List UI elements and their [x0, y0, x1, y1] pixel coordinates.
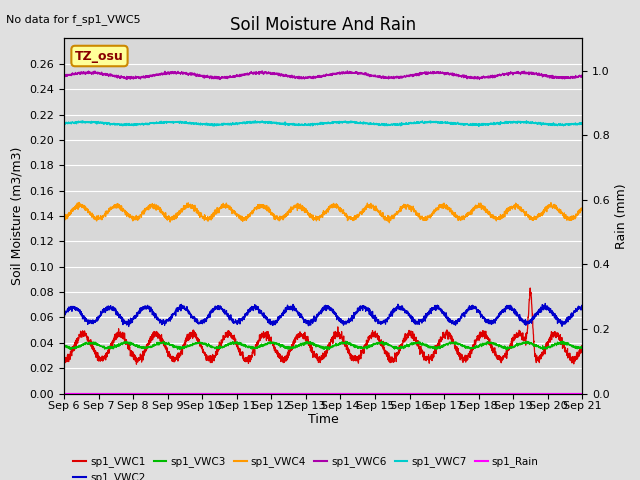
- sp1_VWC3: [502, 347, 510, 353]
- sp1_VWC3: [150, 342, 157, 348]
- sp1_VWC7: [579, 120, 586, 126]
- sp1_Rain: [282, 391, 289, 396]
- sp1_VWC1: [526, 285, 534, 291]
- sp1_VWC6: [259, 68, 266, 74]
- sp1_Rain: [150, 391, 157, 396]
- sp1_VWC4: [385, 220, 393, 226]
- sp1_VWC1: [132, 361, 140, 367]
- sp1_VWC1: [119, 336, 127, 342]
- sp1_Rain: [60, 391, 68, 396]
- sp1_Rain: [568, 391, 576, 396]
- sp1_VWC7: [150, 120, 157, 125]
- sp1_VWC4: [513, 203, 520, 209]
- sp1_VWC2: [150, 310, 158, 316]
- Text: No data for f_sp1_VWC5: No data for f_sp1_VWC5: [6, 14, 141, 25]
- Line: sp1_VWC2: sp1_VWC2: [64, 303, 582, 326]
- sp1_VWC4: [579, 205, 586, 211]
- Legend: sp1_VWC1, sp1_VWC2, sp1_VWC3, sp1_VWC4, sp1_VWC6, sp1_VWC7, sp1_Rain: sp1_VWC1, sp1_VWC2, sp1_VWC3, sp1_VWC4, …: [69, 452, 543, 480]
- sp1_VWC7: [282, 121, 289, 127]
- sp1_Rain: [119, 391, 127, 396]
- sp1_VWC2: [513, 312, 520, 318]
- Y-axis label: Rain (mm): Rain (mm): [616, 183, 628, 249]
- Line: sp1_VWC3: sp1_VWC3: [64, 341, 582, 350]
- sp1_VWC7: [513, 120, 520, 126]
- sp1_VWC7: [252, 118, 259, 123]
- sp1_VWC1: [282, 353, 289, 359]
- sp1_VWC3: [282, 344, 289, 350]
- sp1_VWC3: [569, 343, 577, 349]
- sp1_VWC4: [259, 204, 267, 210]
- sp1_VWC3: [259, 344, 267, 349]
- sp1_VWC4: [569, 216, 577, 221]
- sp1_VWC7: [60, 121, 68, 127]
- sp1_VWC6: [60, 74, 68, 80]
- sp1_VWC2: [541, 300, 549, 306]
- sp1_VWC3: [119, 341, 127, 347]
- sp1_VWC4: [75, 200, 83, 205]
- sp1_Rain: [513, 391, 520, 396]
- Title: Soil Moisture And Rain: Soil Moisture And Rain: [230, 16, 416, 34]
- sp1_VWC1: [569, 356, 577, 361]
- sp1_VWC6: [119, 74, 127, 80]
- Line: sp1_VWC1: sp1_VWC1: [64, 288, 582, 364]
- sp1_VWC1: [579, 344, 586, 349]
- sp1_Rain: [259, 391, 267, 396]
- Line: sp1_VWC7: sp1_VWC7: [64, 120, 582, 126]
- sp1_VWC7: [569, 121, 577, 127]
- sp1_VWC1: [150, 329, 158, 335]
- Line: sp1_VWC4: sp1_VWC4: [64, 203, 582, 223]
- sp1_VWC2: [60, 310, 68, 316]
- sp1_VWC4: [120, 208, 127, 214]
- Line: sp1_VWC6: sp1_VWC6: [64, 71, 582, 80]
- sp1_VWC6: [569, 75, 577, 81]
- sp1_VWC4: [282, 213, 289, 218]
- sp1_VWC3: [559, 338, 566, 344]
- sp1_VWC7: [259, 119, 267, 125]
- sp1_VWC4: [150, 204, 158, 209]
- sp1_VWC2: [579, 302, 586, 308]
- sp1_VWC7: [475, 123, 483, 129]
- sp1_VWC2: [282, 305, 289, 311]
- sp1_VWC6: [216, 77, 224, 83]
- sp1_VWC6: [282, 72, 289, 77]
- sp1_VWC1: [60, 353, 68, 359]
- sp1_VWC2: [119, 319, 127, 324]
- Y-axis label: Soil Moisture (m3/m3): Soil Moisture (m3/m3): [11, 147, 24, 285]
- sp1_VWC1: [259, 332, 267, 338]
- sp1_VWC1: [513, 330, 520, 336]
- sp1_VWC3: [513, 343, 520, 348]
- sp1_VWC7: [119, 121, 127, 127]
- sp1_VWC2: [569, 314, 577, 320]
- sp1_VWC3: [60, 344, 68, 349]
- sp1_VWC2: [259, 313, 267, 319]
- sp1_VWC6: [579, 73, 586, 79]
- sp1_VWC3: [579, 345, 586, 350]
- sp1_VWC4: [60, 216, 68, 221]
- X-axis label: Time: Time: [308, 413, 339, 426]
- Text: TZ_osu: TZ_osu: [75, 49, 124, 62]
- sp1_VWC6: [150, 72, 157, 78]
- sp1_VWC6: [259, 71, 267, 76]
- sp1_Rain: [579, 391, 586, 396]
- sp1_VWC2: [125, 324, 132, 329]
- sp1_VWC6: [513, 69, 520, 75]
